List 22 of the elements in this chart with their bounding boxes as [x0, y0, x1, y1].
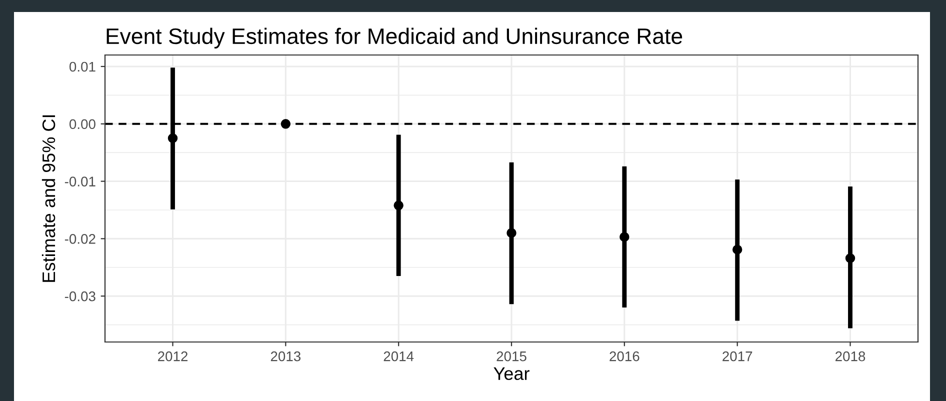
- x-tick-label: 2018: [836, 351, 866, 362]
- point: [168, 133, 178, 144]
- point: [506, 228, 516, 238]
- y-tick-label: 0.00: [69, 119, 96, 130]
- x-tick-label: 2012: [158, 351, 188, 362]
- chart-title: Event Study Estimates for Medicaid and Uninsurance Rate: [106, 28, 682, 48]
- y-tick-label: -0.02: [64, 234, 96, 244]
- x-tick-label: 2016: [610, 351, 640, 362]
- y-tick-label: -0.01: [64, 176, 96, 186]
- point: [845, 253, 856, 264]
- point: [620, 232, 630, 242]
- x-tick-label: 2013: [270, 351, 301, 362]
- point: [280, 119, 291, 129]
- y-tick-label: -0.03: [64, 291, 96, 302]
- x-tick-label: 2017: [722, 351, 752, 362]
- x-tick-label: 2015: [496, 351, 526, 362]
- x-axis-title: Year: [494, 367, 530, 380]
- point: [394, 200, 404, 210]
- point: [732, 244, 742, 254]
- y-tick-label: 0.01: [69, 62, 96, 72]
- y-axis-title: Estimate and 95% CI: [42, 115, 56, 282]
- x-tick-label: 2014: [384, 351, 414, 362]
